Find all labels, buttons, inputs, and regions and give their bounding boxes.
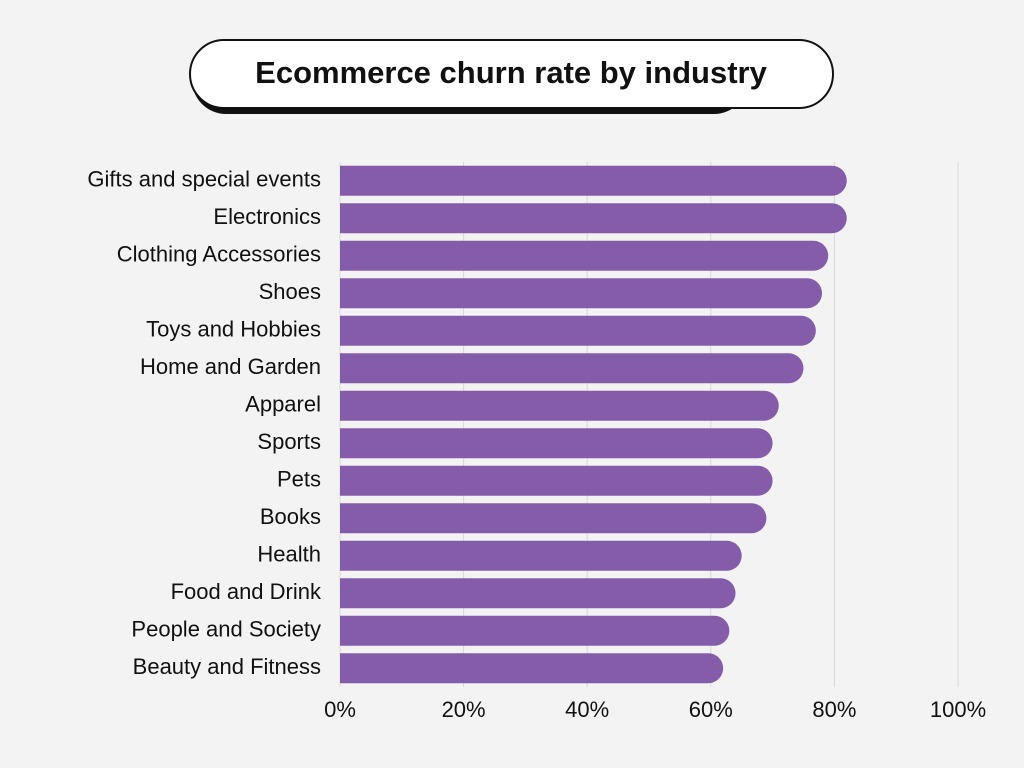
bar xyxy=(340,578,736,609)
bar xyxy=(340,165,847,196)
bar xyxy=(340,540,742,571)
y-tick-label: Books xyxy=(260,504,321,529)
x-tick-label: 0% xyxy=(324,697,356,722)
y-tick-label: Health xyxy=(257,542,321,567)
title-box xyxy=(189,39,834,109)
y-tick-label: People and Society xyxy=(131,617,321,642)
x-tick-label: 80% xyxy=(812,697,856,722)
x-tick-label: 40% xyxy=(565,697,609,722)
y-tick-label: Food and Drink xyxy=(171,579,322,604)
bars: Gifts and special events Electronics Cloth… xyxy=(87,165,847,684)
bar xyxy=(340,428,773,459)
y-tick-label: Gifts and special events xyxy=(87,167,321,192)
bar xyxy=(340,390,779,421)
bar xyxy=(340,240,829,271)
y-tick-label: Pets xyxy=(277,467,321,492)
bar xyxy=(340,615,730,646)
bar xyxy=(340,278,823,309)
bar xyxy=(340,465,773,496)
bar xyxy=(340,653,724,684)
bar xyxy=(340,503,767,534)
chart-title: Ecommerce churn rate by industry xyxy=(255,55,767,90)
y-tick-label: Shoes xyxy=(259,279,321,304)
bar xyxy=(340,315,816,346)
y-tick-label: Toys and Hobbies xyxy=(146,317,321,342)
y-tick-label: Beauty and Fitness xyxy=(133,654,321,679)
x-tick-label: 20% xyxy=(442,697,486,722)
bar xyxy=(340,203,847,234)
y-tick-label: Home and Garden xyxy=(140,354,321,379)
y-tick-label: Apparel xyxy=(245,392,321,417)
y-tick-label: Sports xyxy=(257,429,321,454)
y-tick-label: Electronics xyxy=(213,204,321,229)
x-tick-label: 60% xyxy=(689,697,733,722)
x-tick-label: 100% xyxy=(930,697,986,722)
y-tick-label: Clothing Accessories xyxy=(117,242,321,267)
bar xyxy=(340,353,804,384)
